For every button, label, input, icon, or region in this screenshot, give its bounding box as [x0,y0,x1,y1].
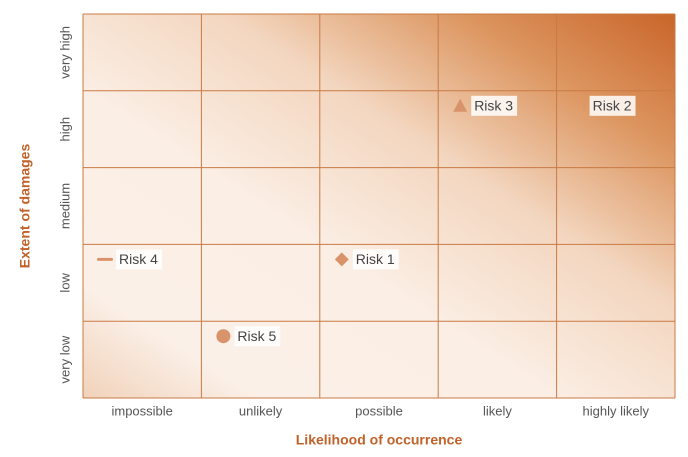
x-tick-label: impossible [111,403,172,418]
x-tick-label: possible [355,403,403,418]
point-label: Risk 2 [593,98,632,114]
y-tick-label: high [57,117,72,142]
x-tick-label: likely [483,403,512,418]
point-label: Risk 3 [474,98,513,114]
y-tick-label: medium [57,183,72,229]
label-background [471,95,518,116]
x-axis-title: Likelihood of occurrence [296,432,463,448]
marker [453,98,468,112]
y-tick-label: very high [57,26,72,79]
label-background [589,95,636,116]
marker [583,100,586,111]
point-label: Risk 4 [119,251,158,267]
marker [97,257,113,261]
y-tick-label: very low [57,335,72,383]
y-axis-title: Extent of damages [17,144,33,269]
x-tick-label: unlikely [239,403,283,418]
point-label: Risk 1 [356,251,395,267]
label-background [234,326,281,347]
y-tick-label: low [57,272,72,292]
label-background [116,249,162,270]
marker [334,252,349,267]
plot-background [83,14,675,398]
x-tick-label: highly likely [583,403,650,418]
point-label: Risk 5 [237,328,276,344]
label-background [352,249,399,270]
marker [216,329,231,344]
